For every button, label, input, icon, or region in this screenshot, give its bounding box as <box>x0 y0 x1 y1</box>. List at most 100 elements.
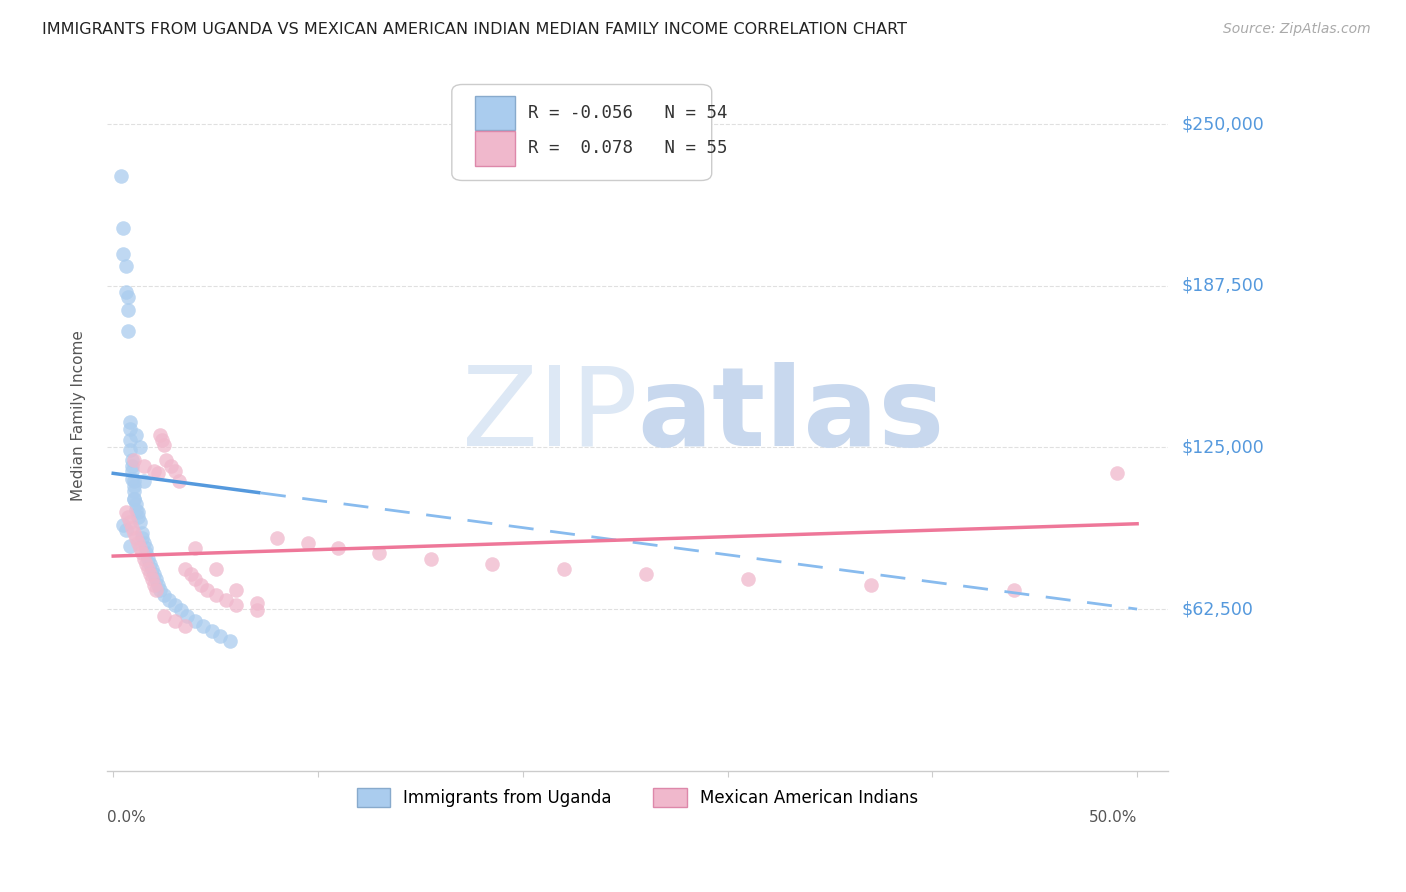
Point <box>136 562 159 576</box>
Point <box>163 598 186 612</box>
Legend: Immigrants from Uganda, Mexican American Indians: Immigrants from Uganda, Mexican American… <box>349 780 927 815</box>
Point <box>122 479 145 493</box>
Point <box>132 551 155 566</box>
Point <box>125 531 148 545</box>
FancyBboxPatch shape <box>451 85 711 180</box>
Point <box>145 572 167 586</box>
Point <box>184 541 207 556</box>
Point <box>110 169 132 183</box>
FancyBboxPatch shape <box>475 95 516 130</box>
Point <box>143 464 166 478</box>
Point <box>127 536 149 550</box>
Point <box>118 422 141 436</box>
Point <box>145 582 167 597</box>
Point <box>266 531 288 545</box>
Point <box>150 433 173 447</box>
Point <box>173 619 195 633</box>
Point <box>197 582 219 597</box>
Point <box>167 474 190 488</box>
Point <box>245 596 267 610</box>
Point <box>122 453 145 467</box>
Point <box>208 629 231 643</box>
Point <box>159 458 181 473</box>
Point <box>128 541 150 556</box>
Point <box>419 551 441 566</box>
Point <box>141 572 163 586</box>
Point <box>148 577 170 591</box>
Point <box>215 593 238 607</box>
Text: R =  0.078   N = 55: R = 0.078 N = 55 <box>529 139 728 158</box>
Point <box>118 415 141 429</box>
Text: Source: ZipAtlas.com: Source: ZipAtlas.com <box>1223 22 1371 37</box>
Point <box>121 471 143 485</box>
Point <box>114 285 136 300</box>
Point <box>139 557 162 571</box>
Point <box>149 582 172 597</box>
Y-axis label: Median Family Income: Median Family Income <box>72 330 86 500</box>
Point <box>114 505 136 519</box>
Point <box>122 474 145 488</box>
Point <box>121 453 143 467</box>
Point <box>117 303 139 318</box>
Point <box>132 536 155 550</box>
Point <box>328 541 350 556</box>
Point <box>131 547 153 561</box>
Text: 0.0%: 0.0% <box>107 810 146 825</box>
Text: 50.0%: 50.0% <box>1088 810 1137 825</box>
Point <box>132 474 155 488</box>
Point <box>121 458 143 473</box>
Point <box>131 525 153 540</box>
Point <box>118 433 141 447</box>
Point <box>163 464 186 478</box>
Point <box>135 541 157 556</box>
Point <box>122 525 145 540</box>
Point <box>184 572 207 586</box>
Point <box>132 458 155 473</box>
Point <box>117 291 139 305</box>
Point <box>112 220 135 235</box>
Point <box>136 551 159 566</box>
Point <box>553 562 575 576</box>
Point <box>131 531 153 545</box>
Text: $125,000: $125,000 <box>1181 439 1264 457</box>
Text: IMMIGRANTS FROM UGANDA VS MEXICAN AMERICAN INDIAN MEDIAN FAMILY INCOME CORRELATI: IMMIGRANTS FROM UGANDA VS MEXICAN AMERIC… <box>42 22 907 37</box>
Point <box>155 453 177 467</box>
Text: atlas: atlas <box>637 361 945 468</box>
Point <box>163 614 186 628</box>
Point <box>170 603 193 617</box>
Point <box>200 624 222 638</box>
Point <box>139 567 162 582</box>
Point <box>122 484 145 499</box>
Point <box>125 502 148 516</box>
Point <box>173 562 195 576</box>
Point <box>117 324 139 338</box>
Point <box>118 443 141 458</box>
Point <box>112 246 135 260</box>
Text: ZIP: ZIP <box>461 361 637 468</box>
Text: $62,500: $62,500 <box>1181 600 1254 618</box>
Point <box>1105 467 1128 481</box>
Point <box>219 634 242 648</box>
FancyBboxPatch shape <box>475 131 516 166</box>
Point <box>481 557 503 571</box>
Point <box>225 582 247 597</box>
Point <box>193 619 215 633</box>
Point <box>153 608 176 623</box>
Point <box>634 567 657 582</box>
Point <box>1002 582 1025 597</box>
Point <box>117 510 139 524</box>
Point <box>190 577 212 591</box>
Point <box>176 608 198 623</box>
Point <box>114 260 136 274</box>
Text: R = -0.056   N = 54: R = -0.056 N = 54 <box>529 104 728 122</box>
Point <box>122 492 145 507</box>
Point <box>148 467 170 481</box>
Point <box>128 516 150 530</box>
Point <box>125 427 148 442</box>
Point <box>121 521 143 535</box>
Point <box>204 588 226 602</box>
Point <box>127 510 149 524</box>
Point <box>153 438 176 452</box>
Point <box>143 577 166 591</box>
Point <box>114 523 136 537</box>
